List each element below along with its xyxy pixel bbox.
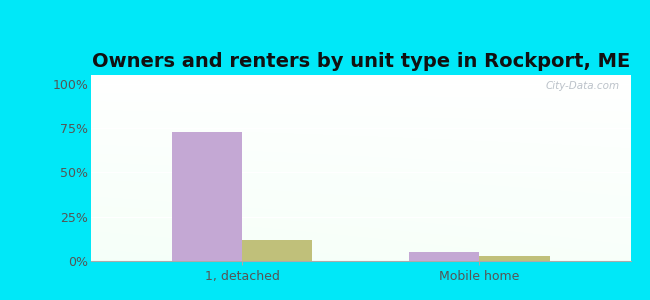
Bar bbox=[410, 252, 480, 261]
Title: Owners and renters by unit type in Rockport, ME: Owners and renters by unit type in Rockp… bbox=[92, 52, 630, 71]
Text: City-Data.com: City-Data.com bbox=[545, 81, 619, 91]
Bar bbox=[480, 256, 550, 261]
Bar bbox=[172, 132, 242, 261]
Bar bbox=[242, 240, 312, 261]
